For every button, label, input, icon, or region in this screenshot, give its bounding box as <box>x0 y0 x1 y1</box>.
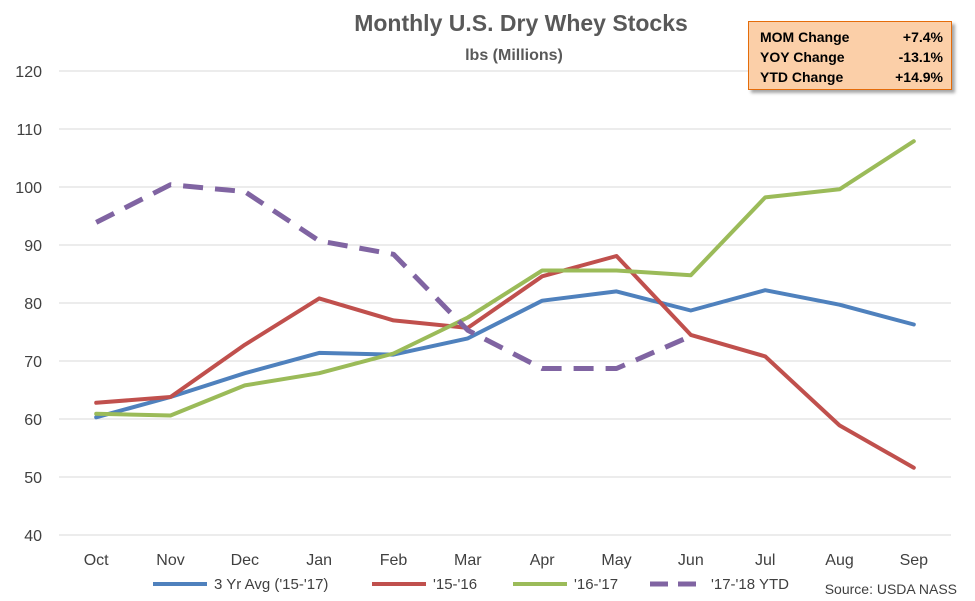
chart-title: Monthly U.S. Dry Whey Stocks <box>354 10 688 36</box>
data-point <box>94 412 98 416</box>
y-tick-label: 60 <box>24 412 42 429</box>
data-point <box>838 187 842 191</box>
x-tick-label: Sep <box>900 552 929 569</box>
data-point <box>317 239 321 243</box>
x-tick-label: Jul <box>755 552 775 569</box>
series-line-2 <box>94 139 916 418</box>
data-point <box>94 220 98 224</box>
data-point <box>94 415 98 419</box>
change-label: YTD Change <box>760 69 844 85</box>
change-row-ytd: YTD Change +14.9% <box>760 67 943 87</box>
x-tick-label: Jan <box>306 552 332 569</box>
legend-label: '15-'16 <box>433 576 477 593</box>
data-point <box>838 423 842 427</box>
y-tick-label: 110 <box>16 122 42 139</box>
data-point <box>912 466 916 470</box>
y-axis-tick-labels: 40 50 60 70 80 90 100 110 120 <box>15 64 42 545</box>
change-value: +7.4% <box>902 29 943 45</box>
change-label: YOY Change <box>760 49 845 65</box>
data-point <box>689 334 693 338</box>
change-value: -13.1% <box>898 49 943 65</box>
data-point <box>392 252 396 256</box>
data-point <box>689 309 693 313</box>
data-point <box>317 351 321 355</box>
data-point <box>243 190 247 194</box>
data-point <box>912 322 916 326</box>
data-point <box>243 343 247 347</box>
legend-label: '17-'18 YTD <box>711 576 789 593</box>
data-point <box>540 269 544 273</box>
change-row-yoy: YOY Change -13.1% <box>760 47 943 67</box>
data-point <box>392 318 396 322</box>
data-point <box>243 383 247 387</box>
x-tick-label: Nov <box>156 552 184 569</box>
x-tick-label: Mar <box>454 552 482 569</box>
data-point <box>689 273 693 277</box>
x-axis-tick-labels: Oct Nov Dec Jan Feb Mar Apr May Jun Jul Aug Sep <box>84 552 928 569</box>
x-tick-label: Jun <box>678 552 704 569</box>
change-label: MOM Change <box>760 29 850 45</box>
data-point <box>466 328 470 332</box>
data-point <box>466 336 470 340</box>
y-tick-label: 120 <box>15 64 42 81</box>
data-point <box>540 299 544 303</box>
legend-label: '16-'17 <box>574 576 618 593</box>
x-tick-label: May <box>601 552 631 569</box>
data-point <box>540 274 544 278</box>
data-point <box>392 351 396 355</box>
y-tick-label: 50 <box>24 470 42 487</box>
change-value: +14.9% <box>895 69 943 85</box>
source-note: Source: USDA NASS <box>825 581 957 597</box>
data-point <box>912 139 916 143</box>
series-line-3 <box>95 182 692 371</box>
data-point <box>763 195 767 199</box>
data-point <box>243 371 247 375</box>
data-point <box>317 371 321 375</box>
data-point <box>615 367 619 371</box>
data-point <box>317 296 321 300</box>
legend: 3 Yr Avg ('15-'17) '15-'16 '16-'17 '17-'18 … <box>153 576 789 593</box>
series-line-0 <box>94 288 916 420</box>
y-tick-label: 90 <box>24 238 42 255</box>
y-tick-label: 40 <box>24 528 42 545</box>
chart-subtitle: lbs (Millions) <box>465 47 563 64</box>
y-tick-label: 80 <box>24 296 42 313</box>
data-point <box>540 367 544 371</box>
change-row-mom: MOM Change +7.4% <box>760 27 943 47</box>
data-point <box>466 316 470 320</box>
x-tick-label: Apr <box>530 552 556 569</box>
data-point <box>615 254 619 258</box>
data-point <box>169 395 173 399</box>
data-point <box>169 414 173 418</box>
y-tick-label: 70 <box>24 354 42 371</box>
change-summary-box: MOM Change +7.4% YOY Change -13.1% YTD C… <box>748 21 952 90</box>
x-tick-label: Feb <box>380 552 408 569</box>
data-point <box>615 289 619 293</box>
series-lines <box>94 139 916 470</box>
data-point <box>615 269 619 273</box>
legend-label: 3 Yr Avg ('15-'17) <box>214 576 328 593</box>
y-tick-label: 100 <box>15 180 42 197</box>
data-point <box>763 354 767 358</box>
data-point <box>838 303 842 307</box>
x-tick-label: Oct <box>84 552 109 569</box>
data-point <box>94 401 98 405</box>
x-tick-label: Aug <box>825 552 853 569</box>
data-point <box>763 288 767 292</box>
series-line-1 <box>94 254 916 470</box>
x-tick-label: Dec <box>231 552 259 569</box>
data-point <box>169 183 173 187</box>
